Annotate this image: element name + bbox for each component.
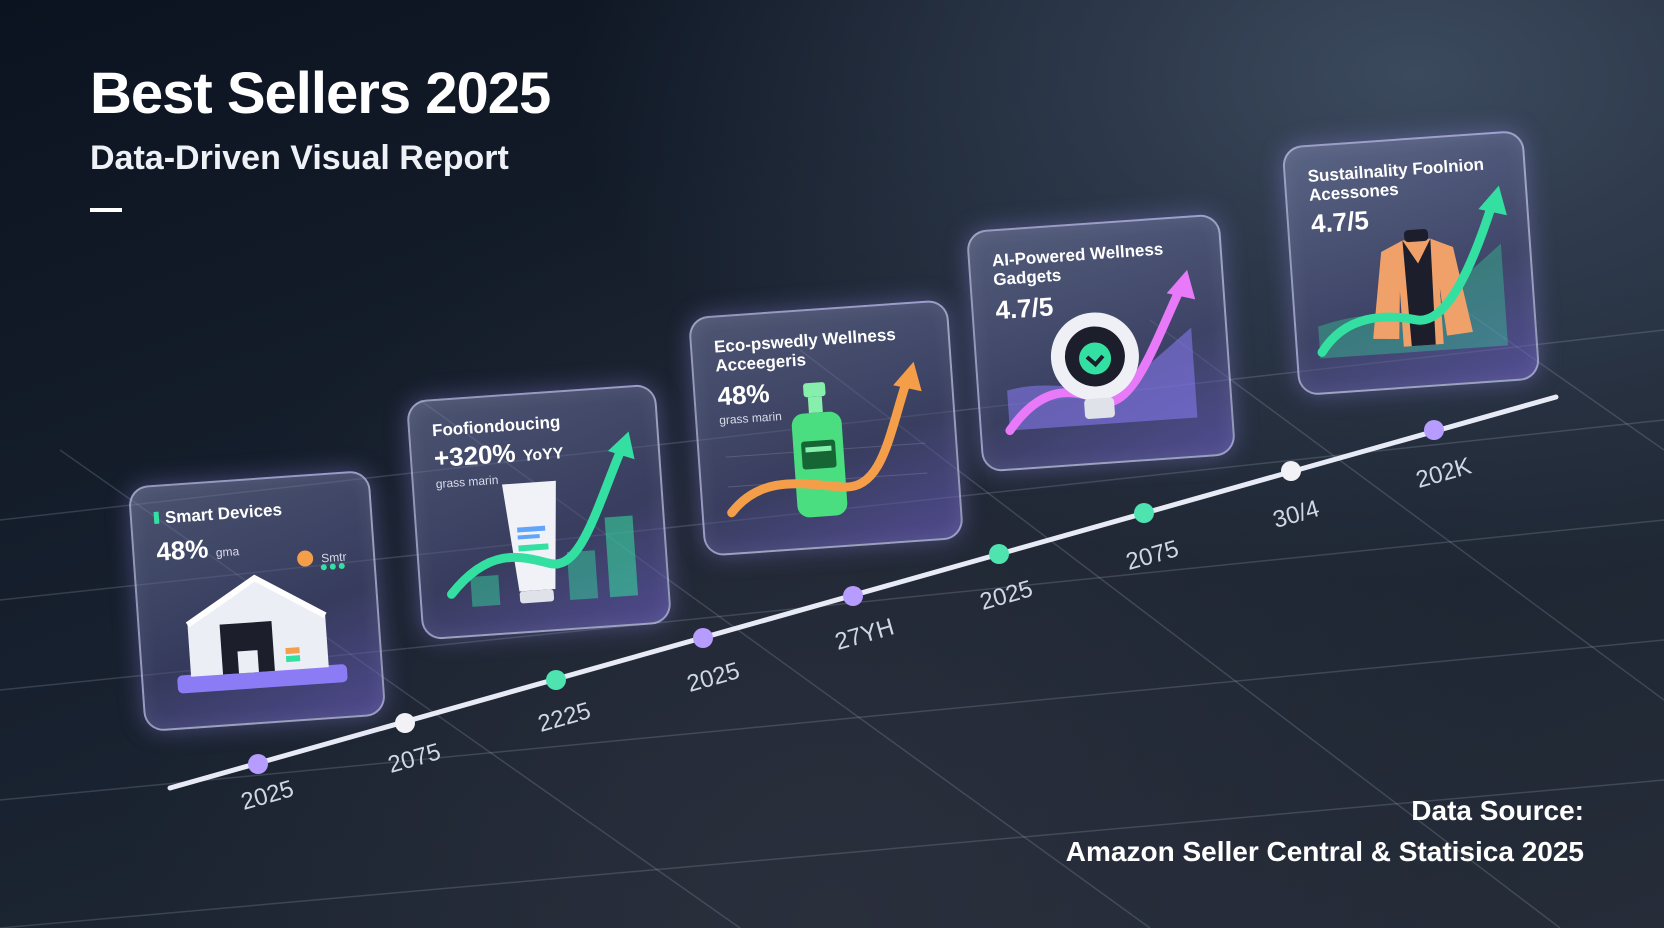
product-card-sustainability-fashion[interactable]: Sustailnality Foolnion Acessones 4.7/5 (1281, 129, 1541, 397)
header: Best Sellers 2025 Data-Driven Visual Rep… (90, 60, 551, 212)
product-card-foofiondoucing[interactable]: Foofiondoucing +320% YoYY grass marin (405, 383, 673, 641)
page-title: Best Sellers 2025 (90, 61, 551, 126)
page-subtitle: Data-Driven Visual Report (90, 139, 509, 177)
data-source: Data Source: Amazon Seller Central & Sta… (1066, 790, 1584, 872)
product-card-ai-wellness-gadgets[interactable]: AI-Powered Wellness Gadgets 4.7/5 (965, 213, 1237, 473)
timeline-dot (395, 713, 415, 733)
product-card-eco-wellness[interactable]: Eco-pswedly Wellness Acceegeris 48% gras… (687, 299, 965, 557)
product-card-smart-devices[interactable]: Smart Devices 48% gma Smtr (127, 469, 387, 733)
timeline-dot (1134, 503, 1154, 523)
wellness-gadget-icon (1050, 312, 1139, 420)
data-source-label: Data Source: (1411, 795, 1584, 826)
trend-arrow-icon (1317, 199, 1497, 357)
tube-product-icon (501, 480, 556, 604)
timeline-dot (546, 670, 566, 690)
timeline-dots (248, 420, 1444, 774)
timeline-dot (693, 628, 713, 648)
trend-arrow-icon (727, 375, 912, 518)
data-source-value: Amazon Seller Central & Statisica 2025 (1065, 836, 1584, 867)
bottle-product-icon (791, 382, 848, 518)
timeline-dot (1281, 461, 1301, 481)
timeline-dot (1424, 420, 1444, 440)
timeline-dot (248, 754, 268, 774)
title-divider (90, 208, 122, 212)
trend-arrow-icon (447, 443, 627, 599)
timeline-dot (989, 544, 1009, 564)
smart-home-icon (177, 550, 348, 694)
bar-chart-graphic (470, 515, 639, 607)
timeline-dot (843, 586, 863, 606)
